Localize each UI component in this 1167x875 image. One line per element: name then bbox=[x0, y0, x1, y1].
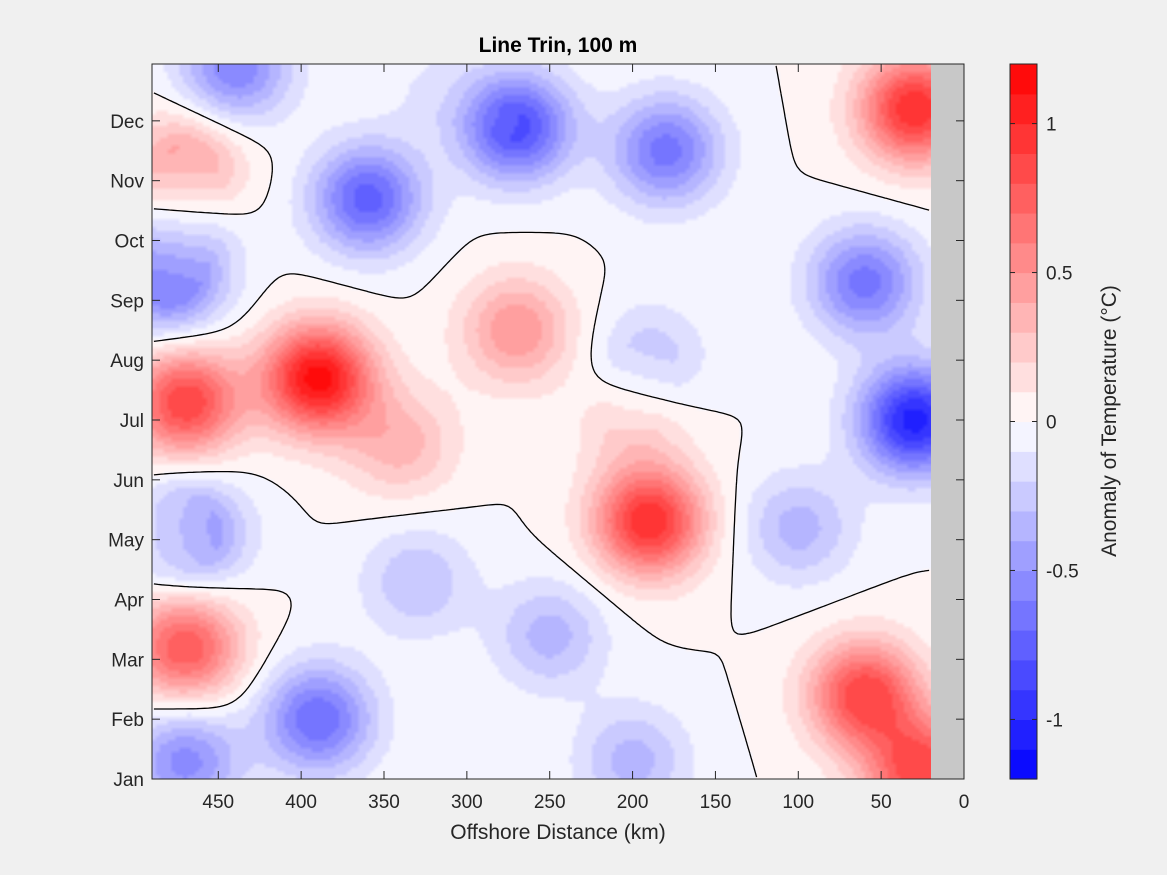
colorbar-band bbox=[1010, 540, 1037, 572]
x-tick-label: 200 bbox=[617, 792, 649, 813]
colorbar-label: Anomaly of Temperature (°C) bbox=[1098, 285, 1121, 557]
colorbar-band bbox=[1010, 212, 1037, 244]
y-tick-label: Feb bbox=[111, 710, 144, 731]
y-tick-label: Jun bbox=[113, 471, 144, 492]
y-tick-label: Jan bbox=[113, 770, 144, 791]
colorbar-band bbox=[1010, 600, 1037, 631]
colorbar-band bbox=[1010, 302, 1037, 333]
y-tick-label: Oct bbox=[114, 232, 144, 253]
x-tick-label: 150 bbox=[700, 792, 732, 813]
colorbar-band bbox=[1010, 123, 1037, 154]
x-axis-label: Offshore Distance (km) bbox=[450, 821, 666, 844]
colorbar-band bbox=[1010, 570, 1037, 601]
x-tick-label: 50 bbox=[871, 792, 892, 813]
colorbar-band bbox=[1010, 630, 1037, 661]
plot-area: 450 400 350 300 250 200 150 100 50 0 Jan Feb Mar Apr… bbox=[108, 63, 969, 813]
y-tick-label: Apr bbox=[114, 591, 144, 612]
colorbar-band bbox=[1010, 272, 1037, 303]
x-tick-label: 350 bbox=[368, 792, 400, 813]
colorbar-band bbox=[1010, 93, 1037, 125]
colorbar-band bbox=[1010, 64, 1037, 95]
y-tick-label: May bbox=[108, 531, 144, 552]
x-tick-label: 100 bbox=[782, 792, 814, 813]
x-axis: 450 400 350 300 250 200 150 100 50 0 bbox=[202, 64, 969, 813]
colorbar-band bbox=[1010, 361, 1037, 393]
colorbar-tick-label: 0.5 bbox=[1046, 264, 1072, 285]
colorbar-band bbox=[1010, 183, 1037, 214]
y-tick-label: Aug bbox=[110, 351, 144, 372]
colorbar-bands bbox=[1010, 64, 1037, 780]
colorbar-band bbox=[1010, 749, 1037, 780]
colorbar-band bbox=[1010, 659, 1037, 691]
zero-contour-line bbox=[153, 65, 930, 778]
x-tick-label: 0 bbox=[959, 792, 970, 813]
colorbar-band bbox=[1010, 481, 1037, 512]
colorbar-band bbox=[1010, 719, 1037, 750]
colorbar-band bbox=[1010, 391, 1037, 423]
y-tick-label: Nov bbox=[110, 172, 144, 193]
colorbar-band bbox=[1010, 242, 1037, 274]
colorbar-tick-label: -1 bbox=[1046, 710, 1063, 731]
colorbar-tick-label: 1 bbox=[1046, 115, 1057, 136]
colorbar-band bbox=[1010, 510, 1037, 542]
chart-title: Line Trin, 100 m bbox=[479, 34, 638, 57]
x-tick-label: 400 bbox=[285, 792, 317, 813]
plot-frame bbox=[151, 63, 965, 780]
land-mask bbox=[931, 64, 964, 779]
colorbar-band bbox=[1010, 332, 1037, 363]
colorbar-band bbox=[1010, 421, 1037, 452]
x-tick-label: 450 bbox=[202, 792, 234, 813]
colorbar: -1 -0.5 0 0.5 1 Anomaly of Temperature (°C) bbox=[1009, 63, 1121, 780]
contour-image bbox=[152, 64, 931, 779]
colorbar-tick-label: 0 bbox=[1046, 413, 1057, 434]
y-tick-label: Mar bbox=[111, 650, 144, 671]
anomaly-field bbox=[152, 64, 931, 779]
colorbar-ticks: -1 -0.5 0 0.5 1 bbox=[1010, 115, 1079, 731]
x-tick-label: 250 bbox=[534, 792, 566, 813]
y-axis: Jan Feb Mar Apr May Jun Jul Aug Sep Oct Nov Dec bbox=[108, 112, 964, 791]
y-tick-label: Sep bbox=[110, 291, 144, 312]
colorbar-band bbox=[1010, 451, 1037, 482]
colorbar-band bbox=[1010, 689, 1037, 721]
colorbar-tick-label: -0.5 bbox=[1046, 561, 1079, 582]
x-tick-label: 300 bbox=[451, 792, 483, 813]
colorbar-band bbox=[1010, 153, 1037, 184]
y-tick-label: Dec bbox=[110, 112, 144, 133]
zero-contours bbox=[153, 65, 930, 778]
y-tick-label: Jul bbox=[120, 411, 144, 432]
